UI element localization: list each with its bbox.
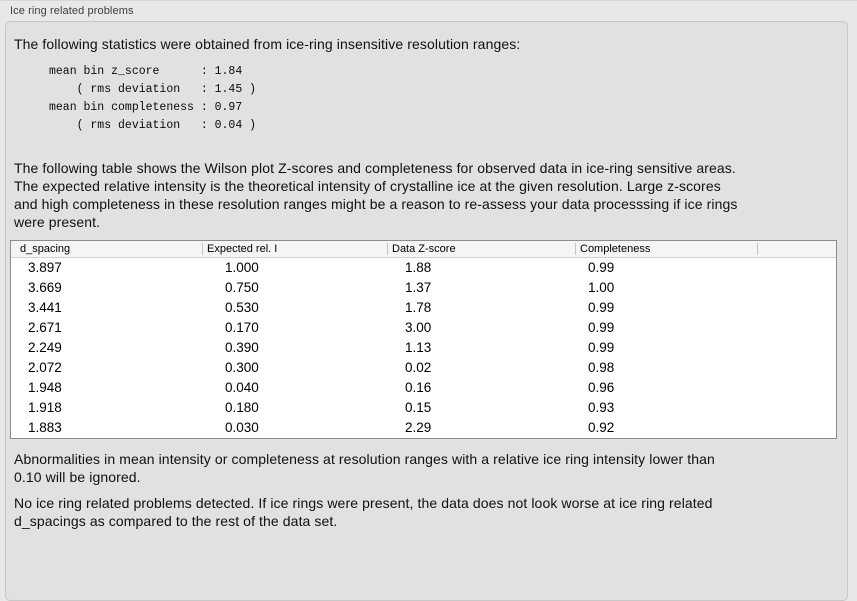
table-cell	[757, 298, 836, 318]
table-cell	[757, 398, 836, 418]
column-header-completeness[interactable]: Completeness	[575, 241, 757, 257]
table-cell	[757, 258, 836, 278]
table-cell: 0.390	[225, 340, 259, 355]
table-row[interactable]: 1.918 0.180 0.15 0.93	[11, 398, 836, 418]
table-row[interactable]: 3.441 0.530 1.78 0.99	[11, 298, 836, 318]
table-cell: 0.530	[225, 300, 259, 315]
column-header-spacer	[757, 241, 836, 257]
ice-ring-panel: The following statistics were obtained f…	[5, 21, 848, 601]
ignore-note: Abnormalities in mean intensity or compl…	[14, 451, 715, 485]
table-description: The following table shows the Wilson plo…	[14, 160, 738, 230]
table-cell: 1.78	[405, 300, 432, 315]
panel-title: Ice ring related problems	[10, 5, 134, 17]
table-cell: 1.37	[405, 280, 432, 295]
table-cell: 2.29	[405, 420, 432, 435]
table-row[interactable]: 1.948 0.040 0.16 0.96	[11, 378, 836, 398]
table-cell: 3.669	[28, 280, 62, 295]
intro-text: The following statistics were obtained f…	[14, 36, 521, 52]
stats-block: mean bin z_score : 1.84 ( rms deviation …	[49, 65, 257, 132]
table-cell	[757, 278, 836, 298]
column-header-data-z-score[interactable]: Data Z-score	[387, 241, 575, 257]
table-row[interactable]: 2.072 0.300 0.02 0.98	[11, 358, 836, 378]
table-cell: 1.88	[405, 260, 432, 275]
table-cell: 3.00	[405, 320, 432, 335]
table-row[interactable]: 3.669 0.750 1.37 1.00	[11, 278, 836, 298]
table-cell: 0.300	[225, 360, 259, 375]
table-cell: 1.918	[28, 400, 62, 415]
column-header-expected-rel-i[interactable]: Expected rel. I	[202, 241, 387, 257]
table-cell: 0.98	[588, 360, 615, 375]
table-body: 3.897 1.000 1.88 0.99 3.669 0.750 1.37 1.00 3.44…	[11, 258, 836, 438]
table-cell: 0.02	[405, 360, 432, 375]
table-cell: 0.750	[225, 280, 259, 295]
table-cell	[757, 318, 836, 338]
table-cell: 2.072	[28, 360, 62, 375]
table-cell: 0.99	[588, 260, 615, 275]
table-cell: 1.13	[405, 340, 432, 355]
table-cell: 0.93	[588, 400, 615, 415]
table-cell: 0.99	[588, 340, 615, 355]
table-cell: 0.180	[225, 400, 259, 415]
table-cell: 0.96	[588, 380, 615, 395]
table-header: d_spacing Expected rel. I Data Z-score Comp…	[11, 241, 836, 258]
table-cell: 0.040	[225, 380, 259, 395]
table-cell: 0.16	[405, 380, 432, 395]
conclusion-text: No ice ring related problems detected. I…	[14, 495, 713, 529]
table-row[interactable]: 2.249 0.390 1.13 0.99	[11, 338, 836, 358]
table-cell: 3.897	[28, 260, 62, 275]
table-cell: 1.883	[28, 420, 62, 435]
table-cell: 2.249	[28, 340, 62, 355]
table-cell	[757, 378, 836, 398]
table-row[interactable]: 3.897 1.000 1.88 0.99	[11, 258, 836, 278]
table-cell: 0.99	[588, 300, 615, 315]
table-cell: 0.15	[405, 400, 432, 415]
table-cell: 1.00	[588, 280, 615, 295]
table-cell	[757, 418, 836, 438]
table-cell: 1.000	[225, 260, 259, 275]
table-cell: 0.170	[225, 320, 259, 335]
table-cell: 3.441	[28, 300, 62, 315]
table-cell: 2.671	[28, 320, 62, 335]
table-cell: 0.99	[588, 320, 615, 335]
column-header-d-spacing[interactable]: d_spacing	[20, 243, 71, 255]
table-cell	[757, 358, 836, 378]
table-cell: 0.92	[588, 420, 615, 435]
table-row[interactable]: 2.671 0.170 3.00 0.99	[11, 318, 836, 338]
table-cell: 1.948	[28, 380, 62, 395]
ice-ring-table[interactable]: d_spacing Expected rel. I Data Z-score Comp…	[10, 240, 837, 439]
table-row[interactable]: 1.883 0.030 2.29 0.92	[11, 418, 836, 438]
table-cell	[757, 338, 836, 358]
table-cell: 0.030	[225, 420, 259, 435]
